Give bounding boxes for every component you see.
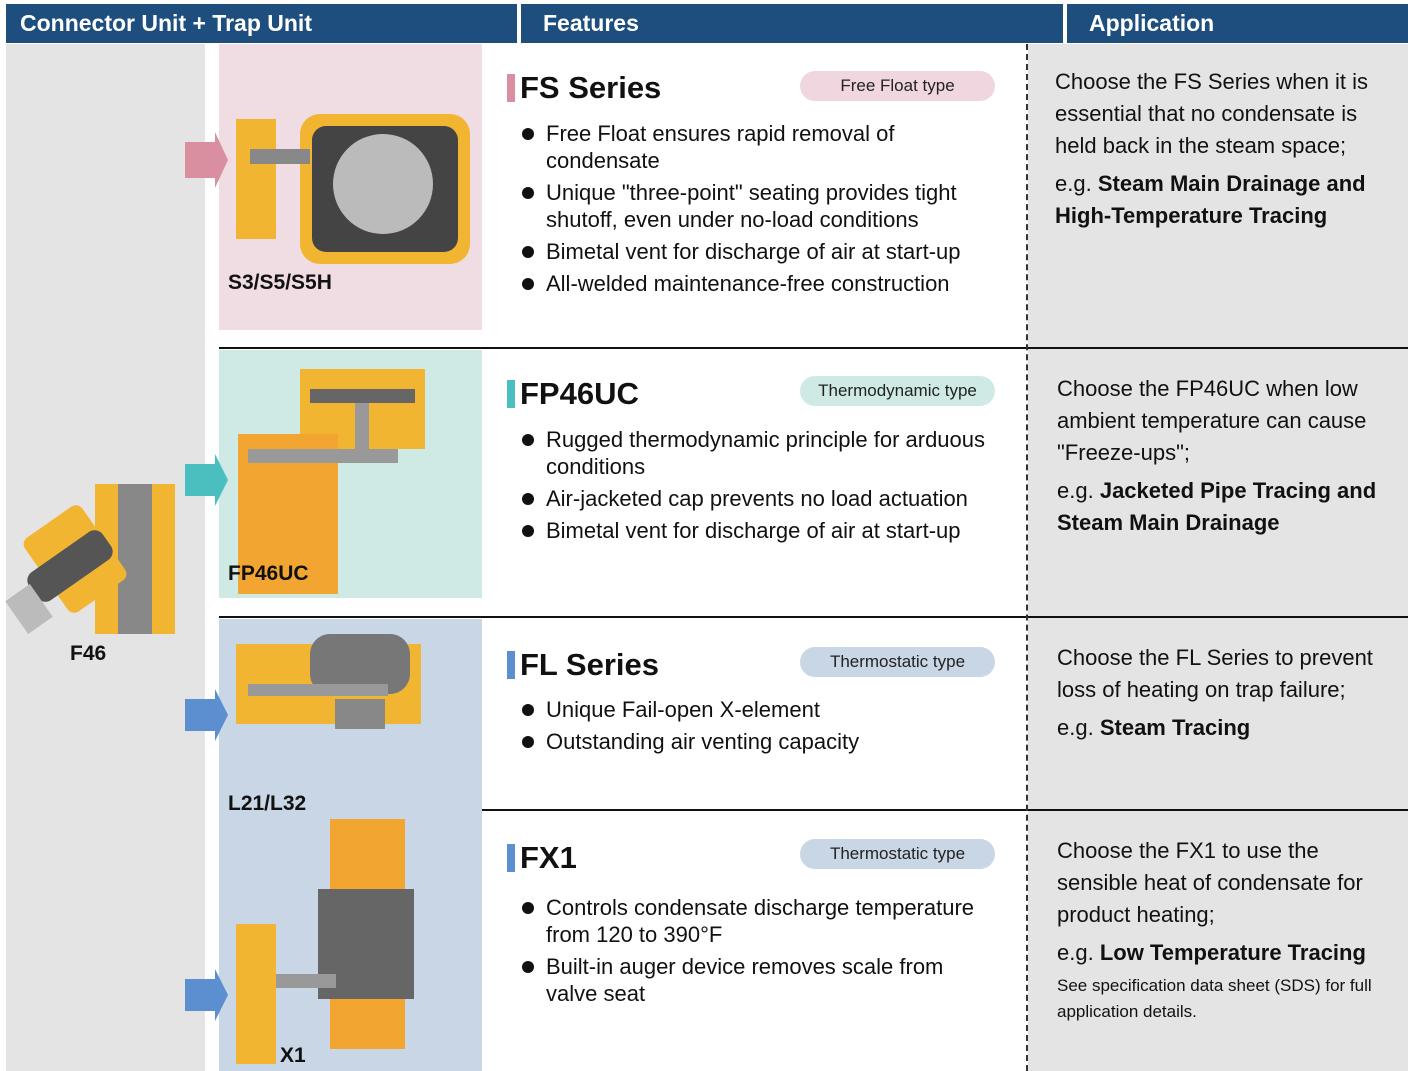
header-cell: Application (1067, 4, 1408, 43)
application-text: Choose the FP46UC when low ambient tempe… (1057, 376, 1367, 465)
application-text: Choose the FS Series when it is essentia… (1055, 69, 1369, 158)
bullet: Unique "three-point" seating provides ti… (520, 179, 1000, 233)
eg-text: Jacketed Pipe Tracing and Steam Main Dra… (1057, 478, 1377, 535)
application: Choose the FL Series to prevent loss of … (1057, 642, 1402, 744)
application-text: Choose the FX1 to use the sensible heat … (1057, 838, 1363, 927)
eg-label: e.g. (1057, 478, 1094, 503)
x1-image (236, 819, 414, 1064)
series-title: FS Series (520, 70, 662, 105)
bullet: Free Float ensures rapid removal of cond… (520, 120, 1000, 174)
title-bar (507, 380, 515, 408)
header-cell: Connector Unit + Trap Unit (6, 4, 517, 43)
image-label: S3/S5/S5H (228, 271, 332, 294)
type-pill: Free Float type (800, 71, 995, 101)
bullet: Built-in auger device removes scale from… (520, 953, 1000, 1007)
bullet: Air-jacketed cap prevents no load actuat… (520, 485, 1000, 512)
fp-image (238, 369, 425, 594)
title-bar (507, 844, 515, 872)
eg-label: e.g. (1057, 940, 1094, 965)
bullet: Unique Fail-open X-element (520, 696, 1000, 723)
connector-label: F46 (70, 642, 107, 665)
eg-label: e.g. (1057, 715, 1094, 740)
eg-label: e.g. (1055, 171, 1092, 196)
type-pill: Thermodynamic type (800, 376, 995, 406)
bullet-list: Unique Fail-open X-element Outstanding ai… (520, 696, 1000, 760)
application-bg (1028, 44, 1408, 1071)
image-label: L21/L32 (228, 792, 307, 815)
bullet: Bimetal vent for discharge of air at sta… (520, 238, 1000, 265)
series-title: FL Series (520, 647, 660, 682)
bullet: All-welded maintenance-free construction (520, 270, 1000, 297)
row-divider (219, 347, 1408, 349)
eg-text: Low Temperature Tracing (1099, 940, 1366, 965)
type-pill: Thermostatic type (800, 647, 995, 677)
image-label: X1 (280, 1044, 306, 1067)
application: Choose the FP46UC when low ambient tempe… (1057, 373, 1402, 539)
application: Choose the FX1 to use the sensible heat … (1057, 835, 1402, 1025)
bullet: Outstanding air venting capacity (520, 728, 1000, 755)
bullet: Bimetal vent for discharge of air at sta… (520, 517, 1000, 544)
type-pill: Thermostatic type (800, 839, 995, 869)
bullet: Rugged thermodynamic principle for arduo… (520, 426, 1000, 480)
illustrations (5, 114, 470, 1064)
note: See specification data sheet (SDS) for f… (1057, 976, 1372, 1021)
title-bar (507, 74, 515, 102)
header-text: Features (543, 10, 639, 36)
connector-image (5, 484, 175, 634)
fs-image (236, 114, 470, 264)
bullet-list: Rugged thermodynamic principle for arduo… (520, 426, 1000, 549)
eg-text: Steam Tracing (1099, 715, 1251, 740)
eg-text: Steam Main Drainage and High-Temperature… (1055, 171, 1366, 228)
image-label: FP46UC (228, 562, 309, 585)
fl-image (236, 634, 421, 729)
header-text: Connector Unit + Trap Unit (20, 10, 312, 36)
header-cell: Features (521, 4, 1063, 43)
series-title: FP46UC (520, 376, 639, 411)
application: Choose the FS Series when it is essentia… (1055, 66, 1400, 232)
bullet: Controls condensate discharge temperatur… (520, 894, 1000, 948)
column-divider (1026, 44, 1028, 1071)
title-bar (507, 651, 515, 679)
series-title: FX1 (520, 840, 577, 875)
bullet-list: Free Float ensures rapid removal of cond… (520, 120, 1000, 302)
application-text: Choose the FL Series to prevent loss of … (1057, 645, 1373, 702)
row-divider (219, 616, 1408, 618)
bullet-list: Controls condensate discharge temperatur… (520, 894, 1000, 1012)
header-text: Application (1089, 10, 1215, 36)
row-divider (482, 809, 1408, 811)
